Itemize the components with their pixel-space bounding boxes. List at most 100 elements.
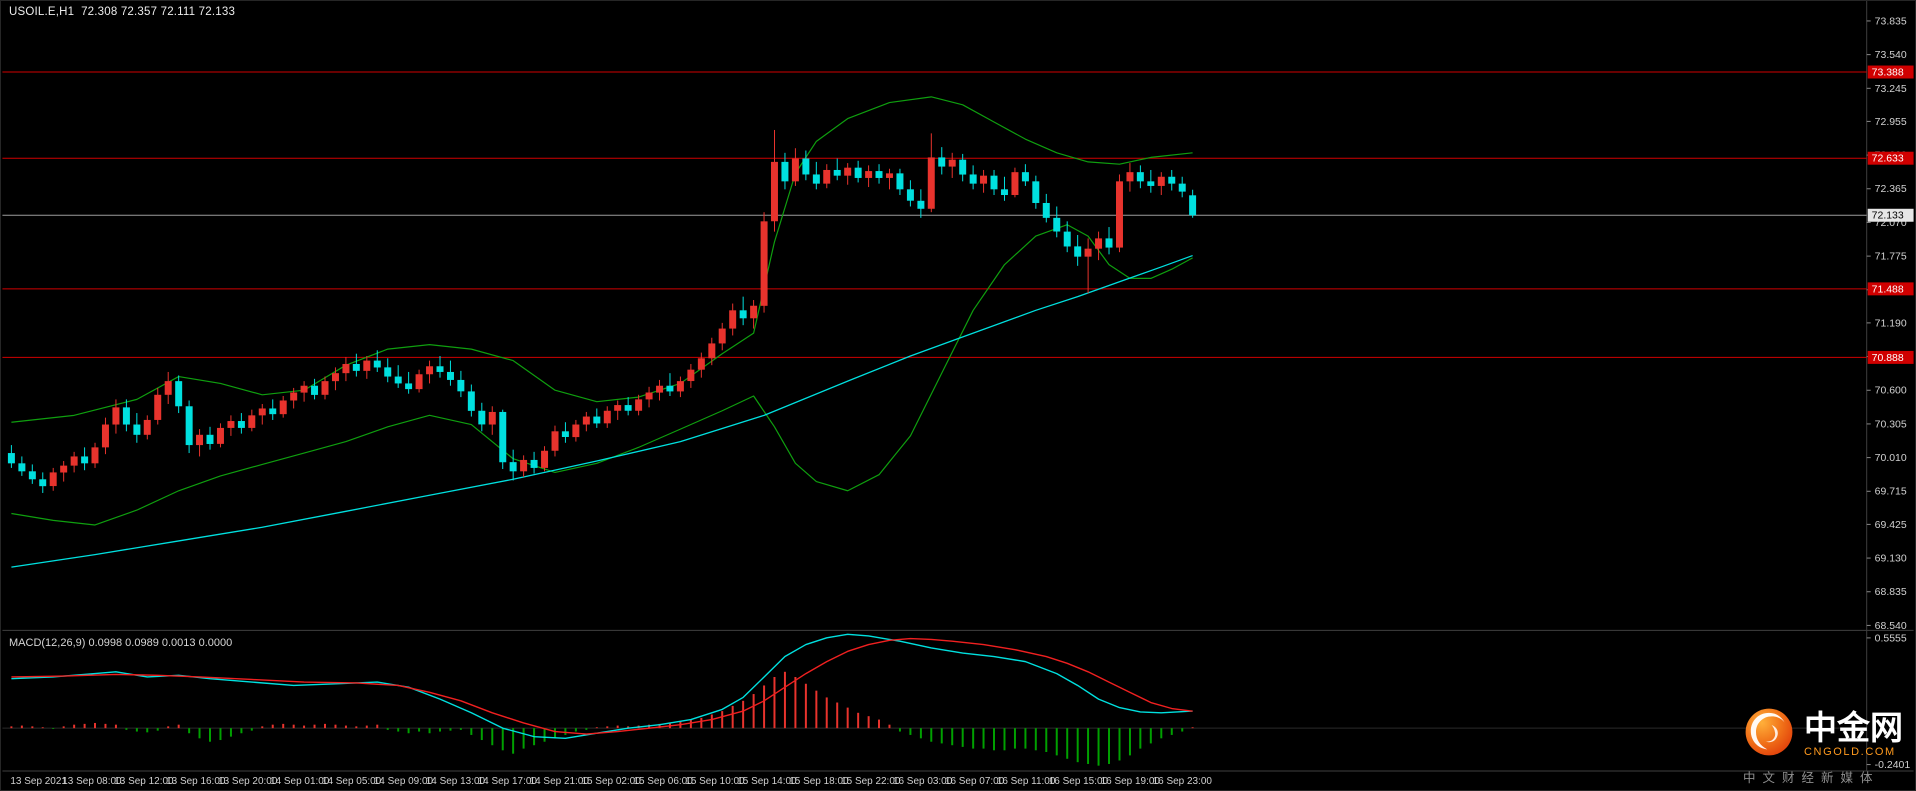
horizontal-lines-layer — [2, 71, 1867, 358]
price-level-tag — [1867, 151, 1914, 165]
candle-body — [331, 373, 339, 382]
candle-body — [938, 157, 946, 167]
candle-body — [541, 450, 549, 468]
candle-body — [1053, 217, 1061, 232]
macd-panel[interactable]: 0.5555 -0.2401 — [2, 633, 1910, 771]
candle-body — [656, 385, 664, 393]
candle-body — [687, 369, 695, 382]
candle-body — [185, 406, 193, 446]
price-tick-label: 68.540 — [1875, 621, 1907, 632]
time-tick-label: 14 Sep 01:00 — [270, 776, 330, 787]
candle-body — [7, 453, 15, 464]
candle-body — [216, 427, 224, 444]
candle-body — [697, 358, 705, 370]
watermark-tagline: 中文财经新媒体 — [1743, 771, 1880, 785]
candle-body — [478, 410, 486, 425]
candle-body — [154, 394, 162, 420]
candle-body — [426, 366, 434, 375]
candle-body — [352, 363, 360, 371]
price-tick-label: 73.245 — [1875, 84, 1907, 95]
macd-tick-label: 0.5555 — [1875, 633, 1907, 644]
candle-body — [499, 411, 507, 463]
time-tick-label: 13 Sep 12:00 — [114, 776, 174, 787]
candle-body — [18, 463, 26, 472]
time-tick-label: 15 Sep 06:00 — [633, 776, 693, 787]
price-level-tag-label: 70.888 — [1872, 353, 1904, 364]
price-axis[interactable]: 73.83573.54073.24572.95572.66072.36572.0… — [1866, 16, 1914, 632]
candle-body — [1168, 176, 1176, 184]
price-level-tag-label: 71.488 — [1872, 284, 1904, 295]
candle-body — [969, 174, 977, 184]
time-tick-label: 13 Sep 20:00 — [218, 776, 278, 787]
candle-body — [520, 459, 528, 472]
candle-body — [645, 392, 653, 400]
indicator-bands-layer — [11, 96, 1193, 568]
price-tick-label: 69.715 — [1875, 487, 1907, 498]
macd-signal-line — [11, 637, 1193, 735]
candles-layer[interactable] — [7, 129, 1197, 493]
candle-body — [457, 379, 465, 392]
candle-body — [906, 189, 914, 201]
candle-body — [582, 416, 590, 425]
candle-body — [175, 381, 183, 407]
candle-body — [405, 383, 413, 390]
price-tick-label: 72.955 — [1875, 117, 1907, 128]
price-tick-label: 70.010 — [1875, 453, 1907, 464]
candle-body — [1105, 238, 1113, 248]
candle-body — [488, 411, 496, 425]
candle-body — [49, 472, 57, 487]
candle-body — [635, 399, 643, 411]
candle-body — [1000, 189, 1008, 196]
time-tick-label: 16 Sep 11:00 — [997, 776, 1056, 787]
price-level-tag — [1867, 65, 1914, 79]
candle-body — [624, 405, 632, 411]
candle-body — [248, 415, 256, 428]
candle-body — [1042, 202, 1050, 218]
time-tick-label: 14 Sep 09:00 — [374, 776, 434, 787]
candle-body — [561, 431, 569, 437]
price-tick-label: 72.070 — [1875, 218, 1907, 229]
candle-body — [1126, 172, 1134, 182]
candle-body — [70, 456, 78, 466]
cngold-watermark: 中金网 CNGOLD.COM 中文财经新媒体 — [1743, 706, 1903, 786]
candle-body — [844, 167, 852, 176]
time-tick-label: 16 Sep 03:00 — [893, 776, 953, 787]
macd-line — [11, 633, 1193, 740]
time-tick-label: 13 Sep 16:00 — [166, 776, 226, 787]
watermark-site-domain: CNGOLD.COM — [1804, 746, 1896, 759]
candle-body — [311, 385, 319, 395]
candle-body — [614, 405, 622, 411]
price-level-tag-label: 72.633 — [1872, 154, 1904, 165]
price-tick-label: 70.600 — [1875, 386, 1907, 397]
time-tick-label: 15 Sep 14:00 — [737, 776, 797, 787]
candle-body — [729, 310, 737, 329]
price-tick-label: 72.365 — [1875, 184, 1907, 195]
candle-body — [300, 385, 308, 393]
candle-body — [990, 175, 998, 190]
macd-indicator-label: MACD(12,26,9) 0.0998 0.0989 0.0013 0.000… — [9, 637, 233, 649]
time-tick-label: 16 Sep 19:00 — [1101, 776, 1161, 787]
candle-body — [854, 167, 862, 178]
current-price-tag — [1867, 208, 1914, 222]
price-tick-label: 69.425 — [1875, 520, 1907, 531]
time-tick-label: 16 Sep 15:00 — [1049, 776, 1109, 787]
candle-body — [91, 447, 99, 464]
candle-body — [133, 424, 141, 435]
price-tick-label: 68.835 — [1875, 587, 1907, 598]
candle-body — [101, 424, 109, 448]
time-tick-label: 13 Sep 08:00 — [62, 776, 122, 787]
candle-body — [60, 465, 68, 473]
price-tick-label: 73.540 — [1875, 50, 1907, 61]
candle-body — [781, 161, 789, 182]
price-tick-label: 71.775 — [1875, 252, 1907, 263]
candle-body — [394, 376, 402, 384]
candle-body — [436, 366, 444, 372]
candle-body — [927, 157, 935, 209]
watermark-row: 中金网 CNGOLD.COM — [1743, 706, 1903, 763]
candle-body — [342, 363, 350, 374]
candle-body — [258, 408, 266, 416]
time-tick-label: 14 Sep 21:00 — [530, 776, 590, 787]
candle-body — [572, 424, 580, 438]
